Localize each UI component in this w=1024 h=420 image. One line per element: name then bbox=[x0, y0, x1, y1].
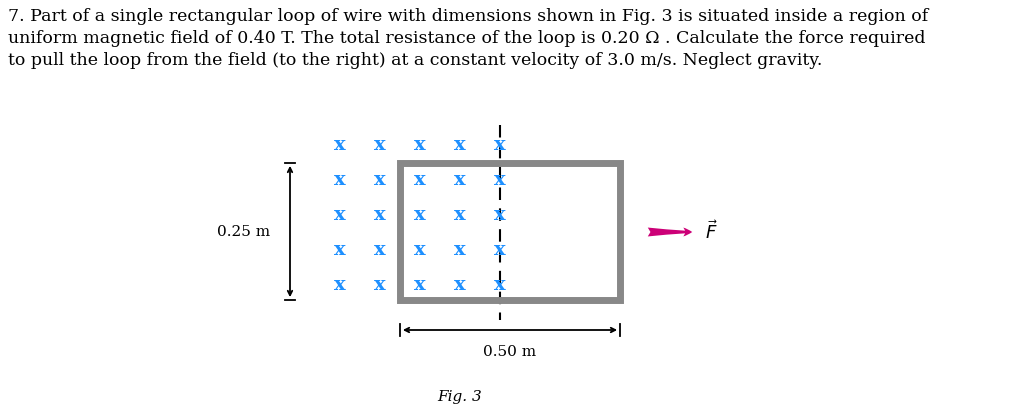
Text: x: x bbox=[414, 241, 426, 259]
Text: x: x bbox=[334, 171, 346, 189]
Text: x: x bbox=[414, 171, 426, 189]
Text: x: x bbox=[455, 206, 466, 224]
Text: x: x bbox=[495, 276, 506, 294]
Text: x: x bbox=[334, 206, 346, 224]
Text: x: x bbox=[374, 136, 386, 154]
Text: 0.25 m: 0.25 m bbox=[217, 225, 270, 239]
Text: x: x bbox=[495, 206, 506, 224]
Text: x: x bbox=[374, 241, 386, 259]
Text: x: x bbox=[414, 276, 426, 294]
Text: x: x bbox=[374, 206, 386, 224]
Text: x: x bbox=[495, 171, 506, 189]
Text: x: x bbox=[455, 171, 466, 189]
Bar bbox=[400, 163, 620, 300]
Text: x: x bbox=[495, 136, 506, 154]
Text: $\vec{F}$: $\vec{F}$ bbox=[705, 220, 718, 244]
Text: x: x bbox=[414, 136, 426, 154]
Text: 7. Part of a single rectangular loop of wire with dimensions shown in Fig. 3 is : 7. Part of a single rectangular loop of … bbox=[8, 8, 928, 69]
Text: x: x bbox=[374, 171, 386, 189]
Text: 0.50 m: 0.50 m bbox=[483, 345, 537, 359]
Text: x: x bbox=[334, 136, 346, 154]
Text: Fig. 3: Fig. 3 bbox=[437, 390, 482, 404]
Text: x: x bbox=[414, 206, 426, 224]
Text: x: x bbox=[495, 241, 506, 259]
Text: x: x bbox=[455, 136, 466, 154]
Text: x: x bbox=[334, 276, 346, 294]
Text: x: x bbox=[334, 241, 346, 259]
Text: x: x bbox=[374, 276, 386, 294]
Text: x: x bbox=[455, 276, 466, 294]
Text: x: x bbox=[455, 241, 466, 259]
